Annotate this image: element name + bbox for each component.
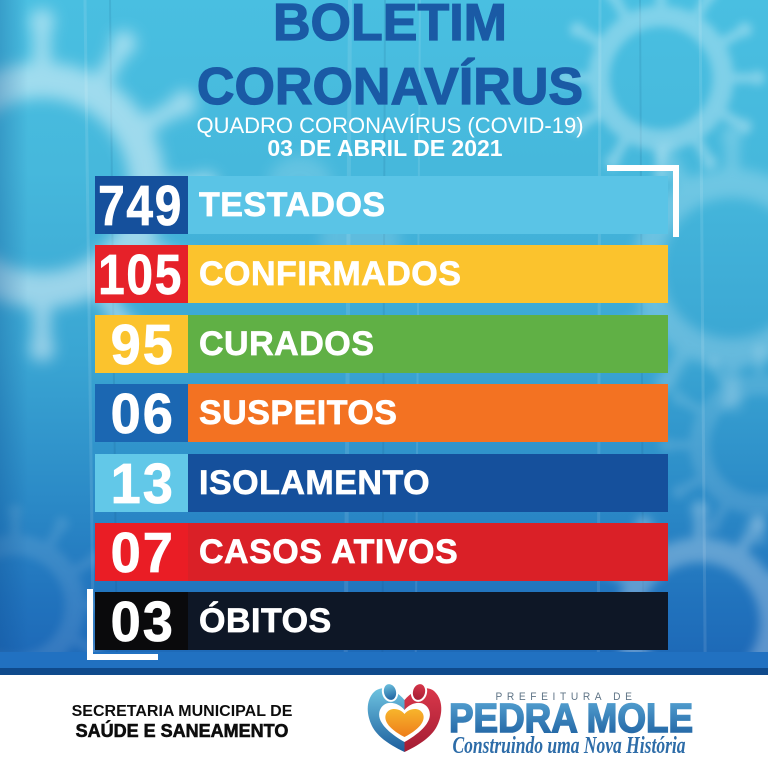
svg-text:Construindo uma Nova História: Construindo uma Nova História <box>453 733 686 759</box>
svg-text:PREFEITURA DE: PREFEITURA DE <box>496 691 637 703</box>
svg-text:PEDRA MOLE: PEDRA MOLE <box>449 695 693 741</box>
